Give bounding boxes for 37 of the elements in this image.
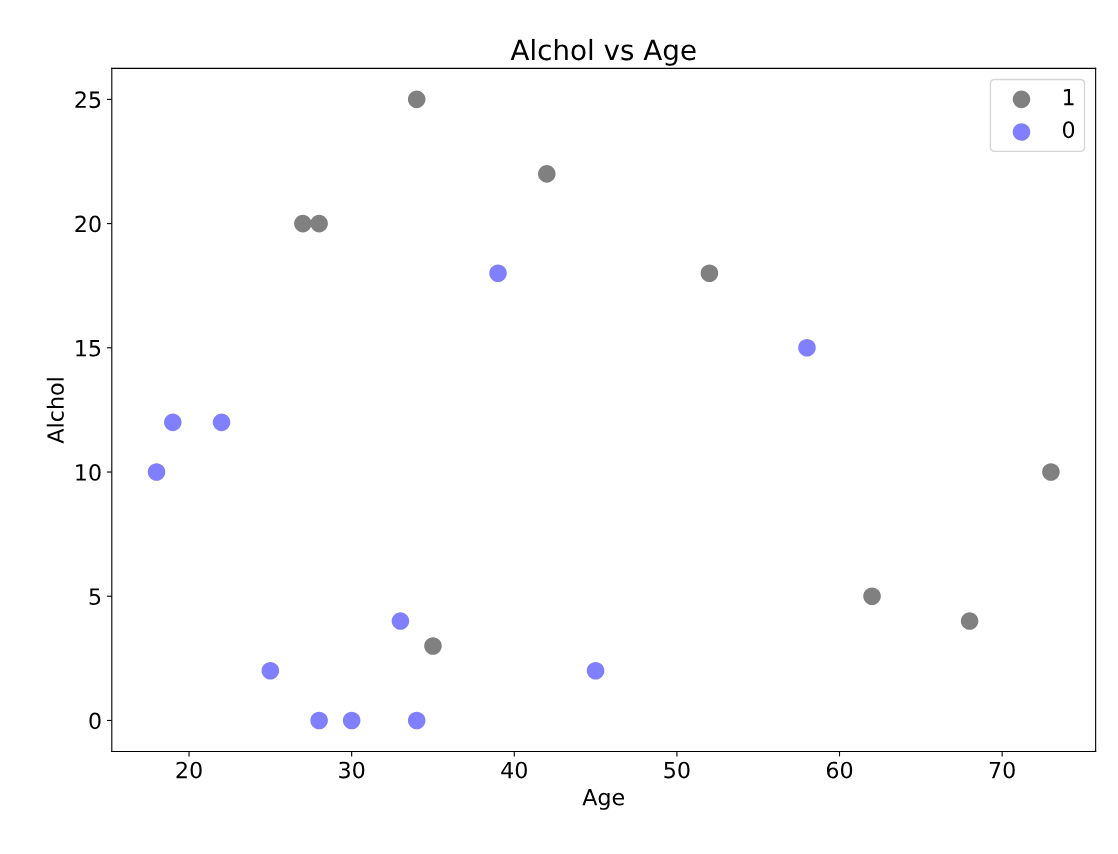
y-tick-label: 15	[76, 340, 101, 357]
point	[407, 90, 426, 109]
x-tick-label: 60	[826, 761, 853, 779]
y-axis-title: Alchol	[46, 378, 64, 444]
point	[489, 264, 507, 283]
legend-label: 0	[1062, 121, 1075, 139]
x-tick-label: 40	[501, 761, 527, 779]
chart-title: Alchol vs Age	[510, 38, 696, 66]
point	[294, 214, 312, 233]
point	[147, 463, 166, 481]
point	[342, 711, 361, 730]
legend-label: 1	[1063, 89, 1074, 106]
point	[960, 612, 979, 630]
point	[586, 661, 605, 680]
point	[310, 711, 328, 730]
point	[798, 339, 816, 357]
x-tick-label: 30	[339, 761, 365, 779]
y-tick-label: 20	[75, 215, 101, 233]
point	[164, 413, 182, 432]
point	[261, 661, 280, 680]
point	[424, 637, 442, 655]
x-tick-label: 70	[989, 761, 1015, 779]
point	[863, 587, 881, 606]
x-axis-title: Age	[582, 788, 625, 810]
point	[538, 165, 556, 183]
point	[407, 711, 426, 730]
point	[391, 612, 410, 630]
x-tick-label: 20	[176, 761, 202, 779]
x-tick-label: 50	[664, 761, 690, 779]
y-tick-label: 25	[75, 91, 101, 109]
y-tick-label: 5	[89, 588, 101, 606]
y-tick-label: 10	[76, 463, 101, 481]
y-tick-label: 0	[89, 712, 101, 730]
point	[310, 214, 328, 233]
point	[1042, 463, 1060, 481]
point	[700, 264, 719, 283]
point	[212, 413, 231, 432]
